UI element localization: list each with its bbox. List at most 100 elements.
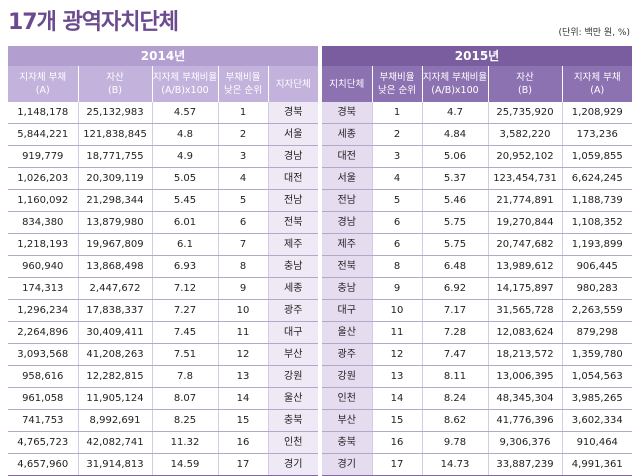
table-cell: 5.45	[152, 189, 219, 212]
table-cell: 14,175,897	[488, 277, 563, 300]
table-cell: 5	[218, 189, 269, 212]
region-cell: 대구	[322, 299, 373, 322]
table-cell: 8.25	[152, 409, 219, 432]
table-cell: 25,132,983	[78, 102, 153, 124]
region-cell: 충북	[268, 409, 318, 432]
region-cell: 강원	[322, 365, 373, 388]
table-cell: 7.51	[152, 343, 219, 366]
table-row: 174,313 2,447,672 7.12 9 세종	[8, 277, 318, 300]
table-row: 1,160,092 21,298,344 5.45 5 전남	[8, 189, 318, 212]
table-cell: 7.45	[152, 321, 219, 344]
table-cell: 7.27	[152, 299, 219, 322]
table-cell: 12	[218, 343, 269, 366]
table-cell: 30,409,411	[78, 321, 153, 344]
region-cell: 대구	[268, 321, 318, 344]
table-cell: 16	[372, 431, 423, 454]
region-cell: 충북	[322, 431, 373, 454]
table-row: 서울 4 5.37 123,454,731 6,624,245	[322, 167, 632, 190]
region-cell: 광주	[268, 299, 318, 322]
table-row: 광주 12 7.47 18,213,572 1,359,780	[322, 343, 632, 366]
table-row: 전남 5 5.46 21,774,891 1,188,739	[322, 189, 632, 212]
table-cell: 13	[218, 365, 269, 388]
table-cell: 20,747,682	[488, 233, 563, 256]
column-header: 부채비율 낮은 순위	[372, 66, 423, 102]
table-cell: 4.7	[422, 102, 489, 124]
table-cell: 1,054,563	[562, 365, 632, 388]
table-cell: 17	[372, 453, 423, 476]
table-cell: 4	[372, 167, 423, 190]
table-cell: 919,779	[8, 145, 79, 168]
table-cell: 33,887,239	[488, 453, 563, 476]
table-cell: 1,218,193	[8, 233, 79, 256]
table-cell: 17,838,337	[78, 299, 153, 322]
header-row-2015: 지치단체 부채비율 낮은 순위 지자체 부채비율 (A/B)x100 자산 (B) 지자체 부…	[322, 66, 632, 102]
table-row: 경기 17 14.73 33,887,239 4,991,361	[322, 453, 632, 476]
table-row: 741,753 8,992,691 8.25 15 충북	[8, 409, 318, 432]
table-cell: 31,565,728	[488, 299, 563, 322]
table-cell: 8.11	[422, 365, 489, 388]
region-cell: 제주	[268, 233, 318, 256]
table-row: 제주 6 5.75 20,747,682 1,193,899	[322, 233, 632, 256]
table-cell: 741,753	[8, 409, 79, 432]
table-cell: 4,991,361	[562, 453, 632, 476]
column-header: 지자단체	[268, 66, 318, 102]
table-cell: 174,313	[8, 277, 79, 300]
region-cell: 전북	[322, 255, 373, 278]
table-cell: 18,771,755	[78, 145, 153, 168]
table-cell: 13,879,980	[78, 211, 153, 234]
table-cell: 8.07	[152, 387, 219, 410]
table-cell: 2,263,559	[562, 299, 632, 322]
table-cell: 3,093,568	[8, 343, 79, 366]
table-cell: 4,765,723	[8, 431, 79, 454]
table-cell: 5.06	[422, 145, 489, 168]
table-cell: 11	[372, 321, 423, 344]
region-cell: 경기	[268, 453, 318, 476]
table-cell: 19,967,809	[78, 233, 153, 256]
region-cell: 충남	[322, 277, 373, 300]
table-cell: 5.75	[422, 211, 489, 234]
table-cell: 960,940	[8, 255, 79, 278]
table-cell: 906,445	[562, 255, 632, 278]
table-cell: 20,952,102	[488, 145, 563, 168]
region-cell: 경남	[322, 211, 373, 234]
table-cell: 4.84	[422, 123, 489, 146]
region-cell: 울산	[268, 387, 318, 410]
table-cell: 10	[218, 299, 269, 322]
column-header: 지자체 부채 (A)	[8, 66, 79, 102]
table-cell: 7.17	[422, 299, 489, 322]
table-cell: 12,083,624	[488, 321, 563, 344]
table-cell: 3,582,220	[488, 123, 563, 146]
table-cell: 1	[218, 102, 269, 124]
table-cell: 1,188,739	[562, 189, 632, 212]
region-cell: 전남	[268, 189, 318, 212]
region-cell: 세종	[268, 277, 318, 300]
table-cell: 10	[372, 299, 423, 322]
table-cell: 961,058	[8, 387, 79, 410]
table-cell: 6.93	[152, 255, 219, 278]
region-cell: 서울	[268, 123, 318, 146]
table-cell: 6	[372, 211, 423, 234]
table-cell: 18,213,572	[488, 343, 563, 366]
table-cell: 1,148,178	[8, 102, 79, 124]
region-cell: 인천	[268, 431, 318, 454]
table-cell: 958,616	[8, 365, 79, 388]
table-cell: 2,447,672	[78, 277, 153, 300]
table-cell: 8	[372, 255, 423, 278]
region-cell: 경남	[268, 145, 318, 168]
table-cell: 3	[372, 145, 423, 168]
table-row: 전북 8 6.48 13,989,612 906,445	[322, 255, 632, 278]
table-cell: 16	[218, 431, 269, 454]
table-cell: 121,838,845	[78, 123, 153, 146]
table-cell: 3,602,334	[562, 409, 632, 432]
table-cell: 12,282,815	[78, 365, 153, 388]
table-cell: 42,082,741	[78, 431, 153, 454]
table-cell: 3	[218, 145, 269, 168]
table-cell: 11,905,124	[78, 387, 153, 410]
table-row: 경북 1 4.7 25,735,920 1,208,929	[322, 102, 632, 124]
table-cell: 2,264,896	[8, 321, 79, 344]
table-cell: 173,236	[562, 123, 632, 146]
table-row: 강원 13 8.11 13,006,395 1,054,563	[322, 365, 632, 388]
region-cell: 경북	[268, 102, 318, 124]
table-cell: 41,208,263	[78, 343, 153, 366]
region-cell: 강원	[268, 365, 318, 388]
